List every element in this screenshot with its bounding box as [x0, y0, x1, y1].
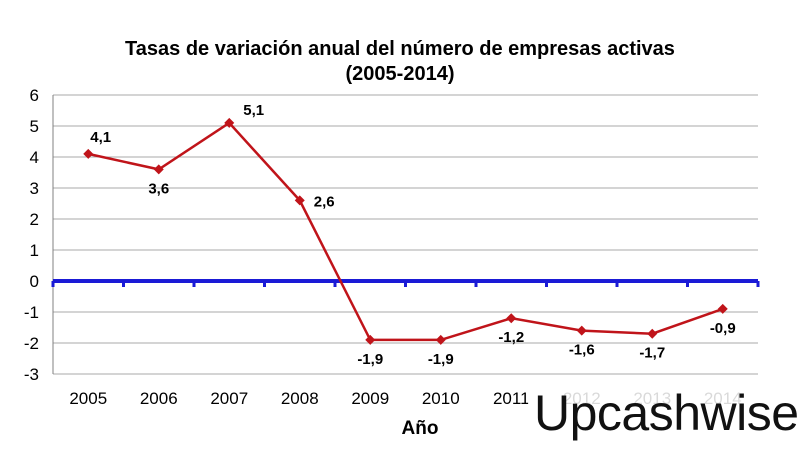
data-label: 3,6 — [148, 180, 169, 197]
x-axis-label: Año — [402, 418, 439, 439]
x-tick-label: 2006 — [140, 389, 178, 408]
data-label: 5,1 — [243, 102, 264, 119]
data-label: -1,9 — [357, 351, 383, 368]
data-point-marker — [153, 164, 164, 175]
series-line — [87, 121, 724, 342]
x-tick-label: 2008 — [281, 389, 319, 408]
y-tick-label: -2 — [24, 334, 39, 353]
chart-title-line-2: (2005-2014) — [346, 63, 455, 85]
y-tick-label: 0 — [30, 272, 39, 291]
data-point-marker — [576, 325, 587, 336]
data-point-marker — [717, 303, 728, 314]
data-point-marker — [365, 334, 376, 345]
y-tick-label: -3 — [24, 365, 39, 384]
series-layer: 4,1 3,6 5,1 2,6 -1,9 -1,9 -1,2 -1,6 -1,7 -0,9 — [83, 102, 736, 368]
y-tick-label: 6 — [30, 86, 39, 105]
data-label: -1,9 — [428, 351, 454, 368]
watermark-logo: Upcashwise — [528, 388, 800, 438]
data-point-marker — [435, 334, 446, 345]
chart-title-line-1: Tasas de variación anual del número de e… — [125, 38, 675, 60]
grid — [51, 94, 760, 375]
y-axis-ticks: 6 5 4 3 2 1 0 -1 -2 -3 — [24, 86, 39, 384]
x-tick-label: 2007 — [210, 389, 248, 408]
x-tick-label: 2011 — [493, 389, 530, 408]
y-tick-label: 3 — [30, 179, 39, 198]
y-tick-label: 4 — [30, 148, 39, 167]
data-point-marker — [647, 328, 658, 339]
x-tick-label: 2010 — [422, 389, 460, 408]
x-tick-label: 2009 — [351, 389, 389, 408]
data-label: -0,9 — [710, 320, 736, 337]
y-tick-label: -1 — [24, 303, 39, 322]
data-point-marker — [506, 313, 517, 324]
y-tick-label: 2 — [30, 210, 39, 229]
data-point-marker — [83, 148, 94, 159]
y-tick-label: 1 — [30, 241, 39, 260]
data-point-marker — [294, 195, 305, 206]
data-label: 2,6 — [314, 193, 335, 210]
y-tick-label: 5 — [30, 117, 39, 136]
data-label: -1,7 — [639, 345, 665, 362]
data-label: -1,2 — [498, 329, 524, 346]
data-label: 4,1 — [90, 129, 111, 146]
x-tick-label: 2005 — [69, 389, 107, 408]
data-label: -1,6 — [569, 342, 595, 359]
data-point-marker — [224, 117, 235, 128]
